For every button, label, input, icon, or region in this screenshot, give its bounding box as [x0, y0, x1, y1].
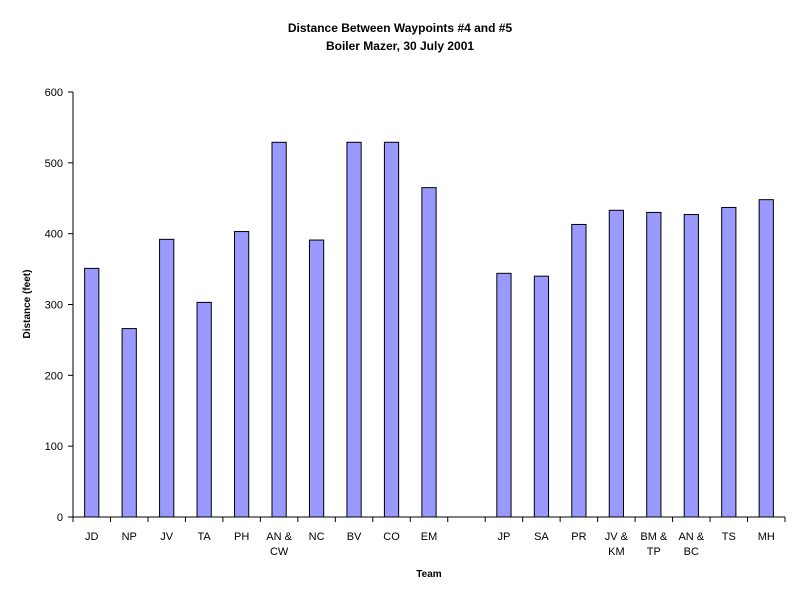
bar	[683, 214, 699, 518]
y-axis-ticks: 0 100 200 300 400 500 600	[45, 87, 73, 524]
y-axis-label: Distance (feet)	[22, 270, 33, 339]
bar	[533, 275, 550, 518]
bar	[159, 238, 175, 518]
x-tick-label: CW	[270, 546, 289, 558]
y-tick-label: 300	[45, 300, 63, 312]
bar	[608, 209, 624, 518]
bar	[196, 301, 212, 518]
x-tick-label: TS	[722, 531, 736, 543]
x-axis-ticks	[72, 517, 786, 522]
bar	[496, 272, 512, 518]
x-tick-label: BC	[684, 546, 699, 558]
x-tick-label: JD	[85, 531, 99, 543]
y-tick-label: 100	[45, 441, 63, 453]
x-tick-label: NC	[309, 531, 325, 543]
bar	[308, 239, 325, 518]
y-tick-label: 400	[45, 229, 63, 241]
x-tick-label: JV	[160, 531, 174, 543]
x-tick-label: SA	[534, 531, 549, 543]
x-tick-label: KM	[608, 546, 625, 558]
bar	[758, 199, 774, 518]
x-tick-label: TA	[198, 531, 212, 543]
y-tick-label: 200	[45, 370, 63, 382]
x-tick-label: CO	[383, 531, 400, 543]
bar	[421, 187, 437, 518]
chart-title: Distance Between Waypoints #4 and #5	[288, 21, 513, 35]
y-tick-label: 600	[45, 87, 63, 99]
category-labels: JD NP JV TA PH AN & CW NC BV CO EM JP SA PR JV & KM BM &…	[85, 531, 775, 558]
x-tick-label: PR	[571, 531, 586, 543]
x-tick-label: AN &	[266, 531, 292, 543]
x-tick-label: NP	[122, 531, 137, 543]
bar	[234, 231, 250, 518]
y-tick-label: 500	[45, 158, 63, 170]
bar	[121, 328, 137, 518]
bar	[721, 206, 737, 518]
x-tick-label: PH	[234, 531, 249, 543]
x-tick-label: BM &	[640, 531, 668, 543]
y-tick-label: 0	[57, 512, 63, 524]
x-tick-label: TP	[647, 546, 661, 558]
bar	[571, 223, 587, 518]
x-tick-label: AN &	[678, 531, 704, 543]
x-tick-label: BV	[347, 531, 362, 543]
x-tick-label: JV &	[605, 531, 629, 543]
bar	[346, 141, 362, 518]
chart-subtitle: Boiler Mazer, 30 July 2001	[326, 39, 474, 53]
x-tick-label: MH	[758, 531, 775, 543]
x-tick-label: JP	[498, 531, 511, 543]
x-tick-label: EM	[421, 531, 438, 543]
x-axis-label: Team	[416, 569, 441, 580]
bar	[383, 141, 400, 518]
bar	[84, 267, 100, 518]
bar	[271, 141, 287, 518]
bars	[84, 141, 774, 518]
bar	[646, 211, 662, 518]
